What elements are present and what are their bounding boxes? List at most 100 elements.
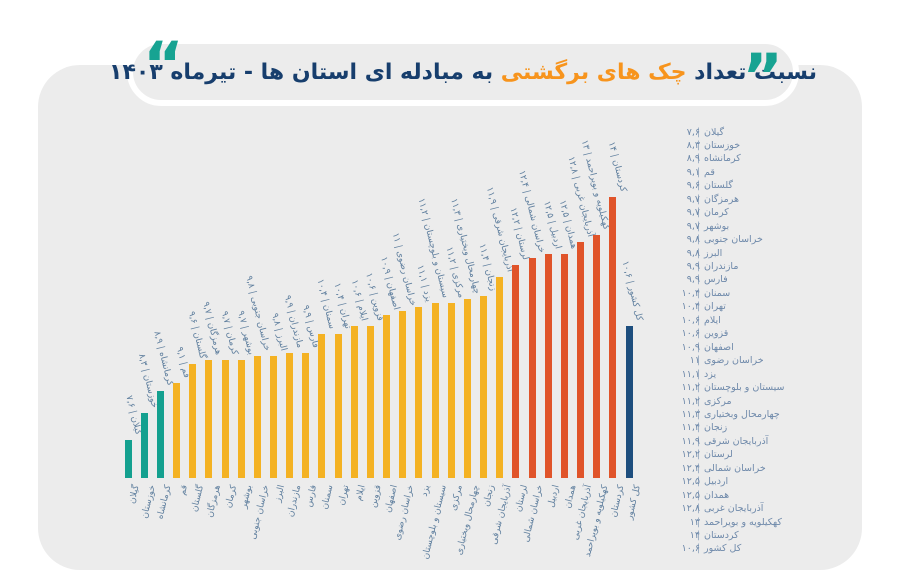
list-item-separator: |: [697, 301, 701, 313]
title-highlight: چک های برگشتی: [500, 59, 687, 85]
bar-category-label-text: کرمانشاه: [155, 484, 174, 521]
list-item-value: ۱۱,۲: [681, 382, 700, 393]
list-item-separator: |: [697, 382, 701, 393]
list-item-separator: |: [697, 422, 701, 434]
list-item-separator: |: [697, 543, 701, 555]
bar-5: [189, 364, 197, 478]
bar-17: [383, 315, 391, 478]
list-item: خراسان جنوبی | ۹,۸: [640, 234, 840, 247]
bar-30: [593, 235, 601, 478]
bar-12: [302, 353, 310, 478]
list-item-province: ایلام: [704, 314, 721, 326]
list-item-value: ۱۲,۵: [681, 476, 700, 488]
list-item-value: ۹,۱: [686, 166, 700, 178]
list-item: خراسان شمالی | ۱۲,۴: [640, 463, 840, 476]
list-item-separator: |: [697, 261, 701, 272]
list-item-value: ۱۰,۶: [681, 328, 700, 340]
list-item-province: گلستان: [704, 180, 733, 192]
list-item: آذربایجان غربی | ۱۲,۸: [640, 503, 840, 516]
list-item-province: فارس: [704, 274, 728, 286]
title-prefix: نسبت تعداد: [686, 59, 817, 85]
list-item-separator: |: [697, 287, 701, 299]
list-item-value: ۱۱,۲: [681, 395, 700, 407]
list-item: البرز | ۹,۸: [640, 248, 840, 261]
list-item: کل کشور | ۱۰,۶: [640, 543, 840, 556]
bar-7: [221, 360, 229, 478]
list-item: کرمان | ۹,۷: [640, 207, 840, 220]
list-item-province: کرمانشاه: [704, 153, 741, 165]
list-item-separator: |: [697, 166, 701, 178]
bar-category-label-text: مرکزی: [448, 484, 465, 512]
bar-15: [350, 326, 358, 478]
title-banner: ” نسبت تعداد چک های برگشتی به مبادله ای …: [109, 34, 817, 108]
list-item-value: ۱۱,۱: [681, 368, 700, 380]
bar-category-label-text: همدان: [562, 484, 578, 510]
list-item-value: ۹,۸: [686, 234, 700, 246]
list-item-value: ۱۰,۴: [681, 301, 700, 313]
bar-category-label-text: هرمزگان: [204, 484, 223, 519]
bar-10: [269, 356, 277, 478]
bar-value-label-text: یزد | ۱۱,۱: [414, 264, 434, 303]
list-item-separator: |: [697, 489, 701, 501]
list-item-province: آذربایجان غربی: [704, 503, 764, 515]
list-item-province: چهارمحال وبختیاری: [704, 408, 780, 420]
list-item-value: ۱۱,۳: [681, 408, 700, 420]
list-item-value: ۱۱: [689, 355, 700, 367]
list-item: آذربایجان شرقی | ۱۱,۹: [640, 436, 840, 449]
bar-29: [577, 242, 584, 478]
bar-22: [463, 299, 471, 478]
list-item-separator: |: [697, 449, 701, 461]
list-item-province: اردبیل: [704, 476, 729, 488]
bar-11: [286, 353, 294, 478]
list-item-separator: |: [697, 193, 701, 205]
list-item-separator: |: [697, 341, 701, 353]
list-item-value: ۱۱,۴: [681, 422, 700, 434]
list-item: کرمانشاه | ۸,۹: [640, 153, 840, 166]
list-item: زنجان | ۱۱,۴: [640, 422, 840, 435]
list-item-province: خراسان شمالی: [704, 462, 766, 474]
bar-19: [415, 307, 423, 478]
list-item-separator: |: [697, 516, 701, 528]
list-item-province: آذربایجان شرقی: [704, 435, 769, 447]
list-item: کردستان | ۱۴: [640, 530, 840, 543]
bar-1: [124, 440, 132, 478]
list-item-separator: |: [697, 247, 701, 259]
bar-category-label-text: لرستان: [513, 484, 530, 513]
list-item-province: مرکزی: [704, 395, 732, 407]
bar-category-label-text: اصفهان: [383, 484, 401, 514]
list-item-separator: |: [697, 395, 701, 407]
list-item: چهارمحال وبختیاری | ۱۱,۳: [640, 409, 840, 422]
list-item-value: ۹,۹: [686, 274, 700, 286]
list-item-province: کرمان: [704, 207, 729, 219]
list-item-value: ۱۳: [689, 516, 700, 528]
bar-category-label-text: کرمان: [223, 484, 239, 510]
list-item-value: ۹,۸: [686, 247, 700, 259]
bar-27: [544, 254, 552, 478]
list-item-value: ۹,۷: [686, 207, 700, 219]
list-item: هرمزگان | ۹,۷: [640, 194, 840, 207]
list-item-value: ۱۰,۶: [681, 314, 700, 326]
list-item: گیلان | ۷,۶: [640, 127, 840, 140]
list-item: کهکیلویه و بویراحمد | ۱۳: [640, 517, 840, 530]
bar-32: [625, 326, 633, 478]
list-item: ایلام | ۱۰,۶: [640, 315, 840, 328]
list-item: سمنان | ۱۰,۴: [640, 288, 840, 301]
bar-category-label-text: تهران: [337, 484, 352, 507]
bar-28: [560, 254, 568, 478]
list-item-province: خراسان جنوبی: [704, 234, 763, 246]
list-item-value: ۷,۶: [686, 126, 700, 138]
list-item-province: تهران: [704, 301, 726, 313]
list-item: قزوین | ۱۰,۶: [640, 328, 840, 341]
list-item-province: هرمزگان: [704, 193, 739, 205]
bar-category-label-text: اردبیل: [546, 484, 562, 509]
list-item-province: خراسان رضوی: [704, 355, 764, 367]
bar-4: [173, 383, 180, 478]
bar-18: [399, 311, 407, 478]
list-item: بوشهر | ۹,۷: [640, 221, 840, 234]
bar-category-label-text: یزد: [420, 484, 433, 498]
list-item-value: ۹,۷: [686, 193, 700, 205]
list-item-value: ۱۲,۵: [681, 489, 700, 501]
bar-24: [496, 277, 504, 478]
list-item-province: سیستان و بلوچستان: [704, 382, 785, 393]
